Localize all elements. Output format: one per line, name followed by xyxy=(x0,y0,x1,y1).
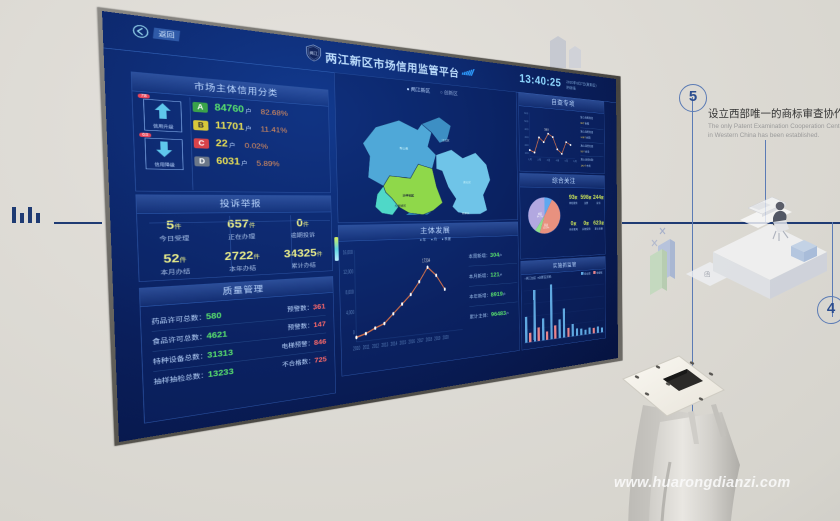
svg-text:2015: 2015 xyxy=(400,340,407,347)
svg-text:2013: 2013 xyxy=(381,342,388,349)
svg-text:2019: 2019 xyxy=(434,335,441,342)
svg-text:两江: 两江 xyxy=(310,51,319,57)
svg-text:12,000: 12,000 xyxy=(343,269,353,276)
svg-text:300: 300 xyxy=(524,136,528,139)
svg-text:2020: 2020 xyxy=(443,334,449,341)
svg-text:2010: 2010 xyxy=(353,345,361,352)
svg-text:2016: 2016 xyxy=(408,339,415,346)
svg-text:200: 200 xyxy=(525,144,529,147)
svg-text:1月: 1月 xyxy=(528,158,532,162)
svg-text:16,000: 16,000 xyxy=(343,250,353,257)
svg-text:17234: 17234 xyxy=(422,258,430,264)
svg-text:沙坪坝区: 沙坪坝区 xyxy=(403,193,415,198)
svg-text:400: 400 xyxy=(524,128,528,131)
svg-text:江北区: 江北区 xyxy=(441,138,450,143)
svg-text:6月: 6月 xyxy=(573,160,576,163)
svg-text:2014: 2014 xyxy=(391,341,398,348)
svg-text:2017: 2017 xyxy=(417,338,424,345)
svg-text:2011: 2011 xyxy=(363,344,370,351)
svg-text:4,000: 4,000 xyxy=(346,309,355,316)
svg-text:3月: 3月 xyxy=(547,159,551,163)
svg-text:500: 500 xyxy=(524,120,528,123)
svg-text:600: 600 xyxy=(524,112,528,115)
svg-text:0: 0 xyxy=(353,329,355,336)
svg-text:8,000: 8,000 xyxy=(346,289,355,296)
svg-text:580: 580 xyxy=(544,128,549,132)
svg-text:2018: 2018 xyxy=(426,337,433,344)
svg-text:2月: 2月 xyxy=(537,158,541,162)
svg-text:5月: 5月 xyxy=(565,159,568,162)
svg-text:100: 100 xyxy=(525,151,529,154)
svg-text:南岸区: 南岸区 xyxy=(462,211,470,215)
svg-text:2012: 2012 xyxy=(372,343,379,350)
svg-text:函: 函 xyxy=(704,269,711,278)
svg-text:4月: 4月 xyxy=(556,159,559,163)
